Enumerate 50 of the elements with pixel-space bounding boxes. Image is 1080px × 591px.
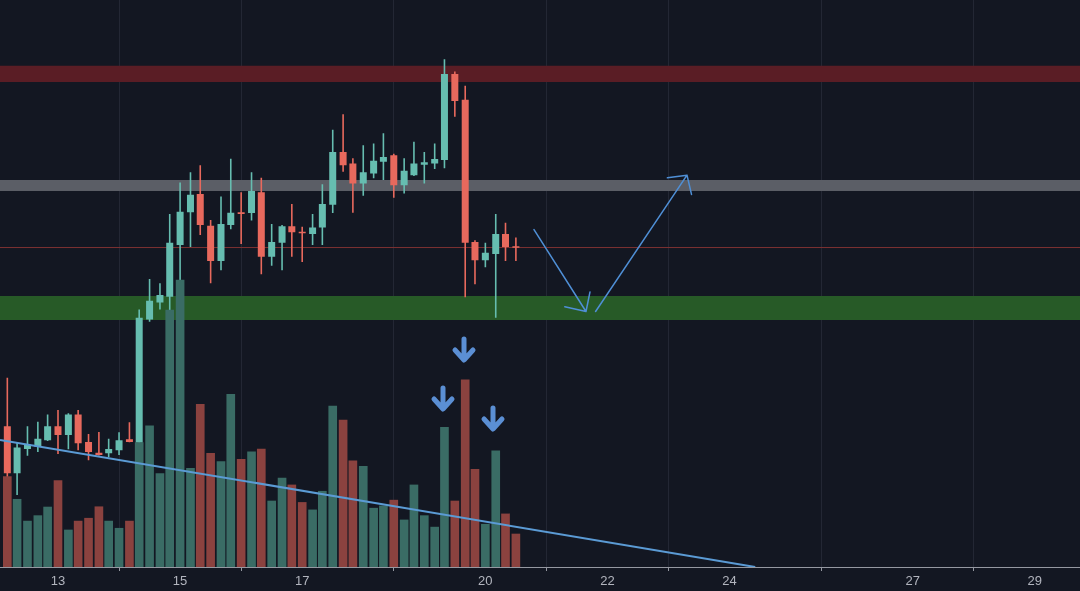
- bar: [236, 459, 246, 567]
- bar: [338, 419, 348, 567]
- x-tick-label: 20: [478, 573, 493, 589]
- candlestick: [288, 203, 296, 257]
- bar: [287, 484, 297, 567]
- bar: [73, 520, 83, 567]
- candlestick: [237, 192, 245, 245]
- candlestick: [410, 141, 418, 177]
- bar: [277, 477, 287, 567]
- candlestick: [359, 145, 367, 196]
- candlestick: [196, 165, 204, 235]
- candlestick: [54, 410, 62, 455]
- bar: [186, 467, 195, 567]
- bar: [511, 533, 521, 567]
- candlestick: [492, 213, 500, 318]
- bar: [104, 520, 113, 567]
- x-tick-label: 22: [600, 573, 615, 589]
- candlestick: [512, 237, 520, 262]
- x-tick-label: 17: [294, 573, 310, 589]
- x-tick-label: 29: [1027, 573, 1043, 589]
- bar: [409, 484, 419, 567]
- x-tick-label: 24: [722, 573, 737, 589]
- candlestick: [400, 158, 408, 194]
- bar: [94, 506, 104, 567]
- candlestick: [95, 431, 103, 456]
- bar: [125, 520, 134, 567]
- candlestick: [227, 158, 235, 230]
- bar: [114, 527, 124, 567]
- candlestick: [339, 114, 347, 172]
- bar: [3, 476, 12, 567]
- x-tick-label: 13: [50, 573, 66, 589]
- x-tick-label: 27: [905, 573, 920, 589]
- candlestick: [349, 158, 357, 213]
- bar: [84, 517, 93, 567]
- bar: [389, 499, 399, 567]
- bar: [53, 480, 63, 567]
- bar: [348, 460, 358, 567]
- candlestick: [298, 226, 306, 262]
- bar: [247, 451, 256, 567]
- bar: [297, 502, 307, 567]
- bar: [267, 500, 277, 567]
- bar: [256, 448, 266, 567]
- bar: [501, 513, 510, 567]
- candlestick: [156, 283, 164, 310]
- bar: [12, 498, 22, 567]
- candlestick: [278, 224, 286, 271]
- x-tick-label: 15: [172, 573, 188, 589]
- bar: [23, 520, 32, 567]
- bar: [64, 529, 73, 567]
- candlestick: [115, 432, 123, 455]
